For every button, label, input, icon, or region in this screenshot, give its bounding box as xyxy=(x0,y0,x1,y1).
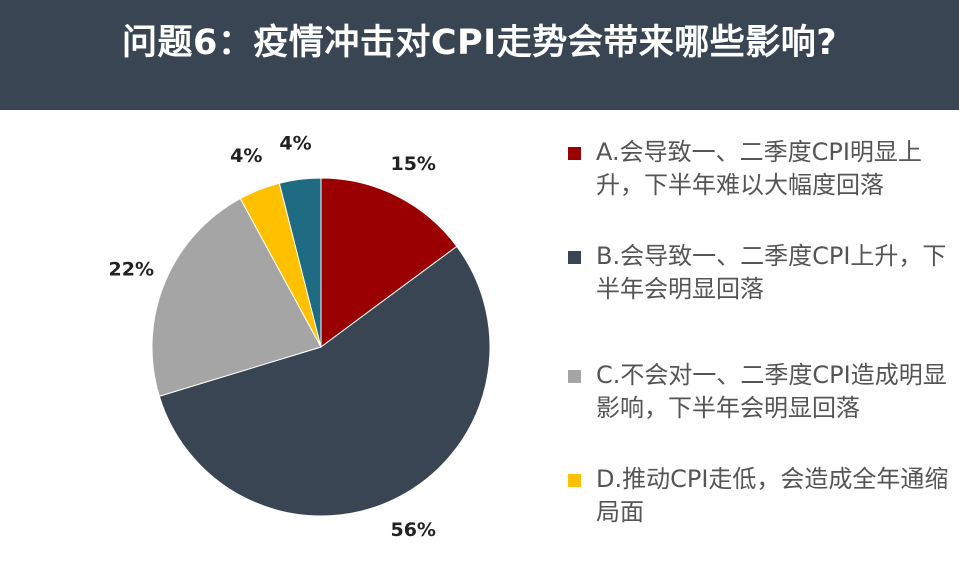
legend-label-d: D.推动CPI走低，会造成全年通缩局面 xyxy=(596,465,949,526)
legend-item-b: B.会导致一、二季度CPI上升，下半年会明显回落 xyxy=(568,240,953,359)
legend: A.会导致一、二季度CPI明显上升，下半年难以大幅度回落 B.会导致一、二季度C… xyxy=(568,136,953,529)
legend-swatch-c xyxy=(568,370,581,383)
legend-swatch-b xyxy=(568,251,581,264)
pie-slice-e xyxy=(278,177,322,348)
data-label-e: 4% xyxy=(279,133,311,155)
legend-label-c: C.不会对一、二季度CPI造成明显影响，下半年会明显回落 xyxy=(596,361,947,422)
pie-slice-a xyxy=(320,177,458,348)
legend-swatch-a xyxy=(568,147,581,160)
legend-item-d: D.推动CPI走低，会造成全年通缩局面 xyxy=(568,463,953,529)
chart-title: 问题6：疫情冲击对CPI走势会带来哪些影响? xyxy=(121,23,838,63)
legend-item-a: A.会导致一、二季度CPI明显上升，下半年难以大幅度回落 xyxy=(568,136,953,240)
pie-slice-c xyxy=(151,197,322,397)
legend-item-c: C.不会对一、二季度CPI造成明显影响，下半年会明显回落 xyxy=(568,359,953,463)
pie-slice-b xyxy=(158,245,491,517)
data-label-b: 56% xyxy=(390,519,435,541)
title-bar: 问题6：疫情冲击对CPI走势会带来哪些影响? xyxy=(0,0,959,110)
legend-label-a: A.会导致一、二季度CPI明显上升，下半年难以大幅度回落 xyxy=(596,138,922,199)
data-label-d: 4% xyxy=(230,145,262,167)
legend-label-b: B.会导致一、二季度CPI上升，下半年会明显回落 xyxy=(596,242,947,303)
data-label-c: 22% xyxy=(109,258,154,280)
data-label-a: 15% xyxy=(390,153,435,175)
legend-swatch-d xyxy=(568,474,581,487)
